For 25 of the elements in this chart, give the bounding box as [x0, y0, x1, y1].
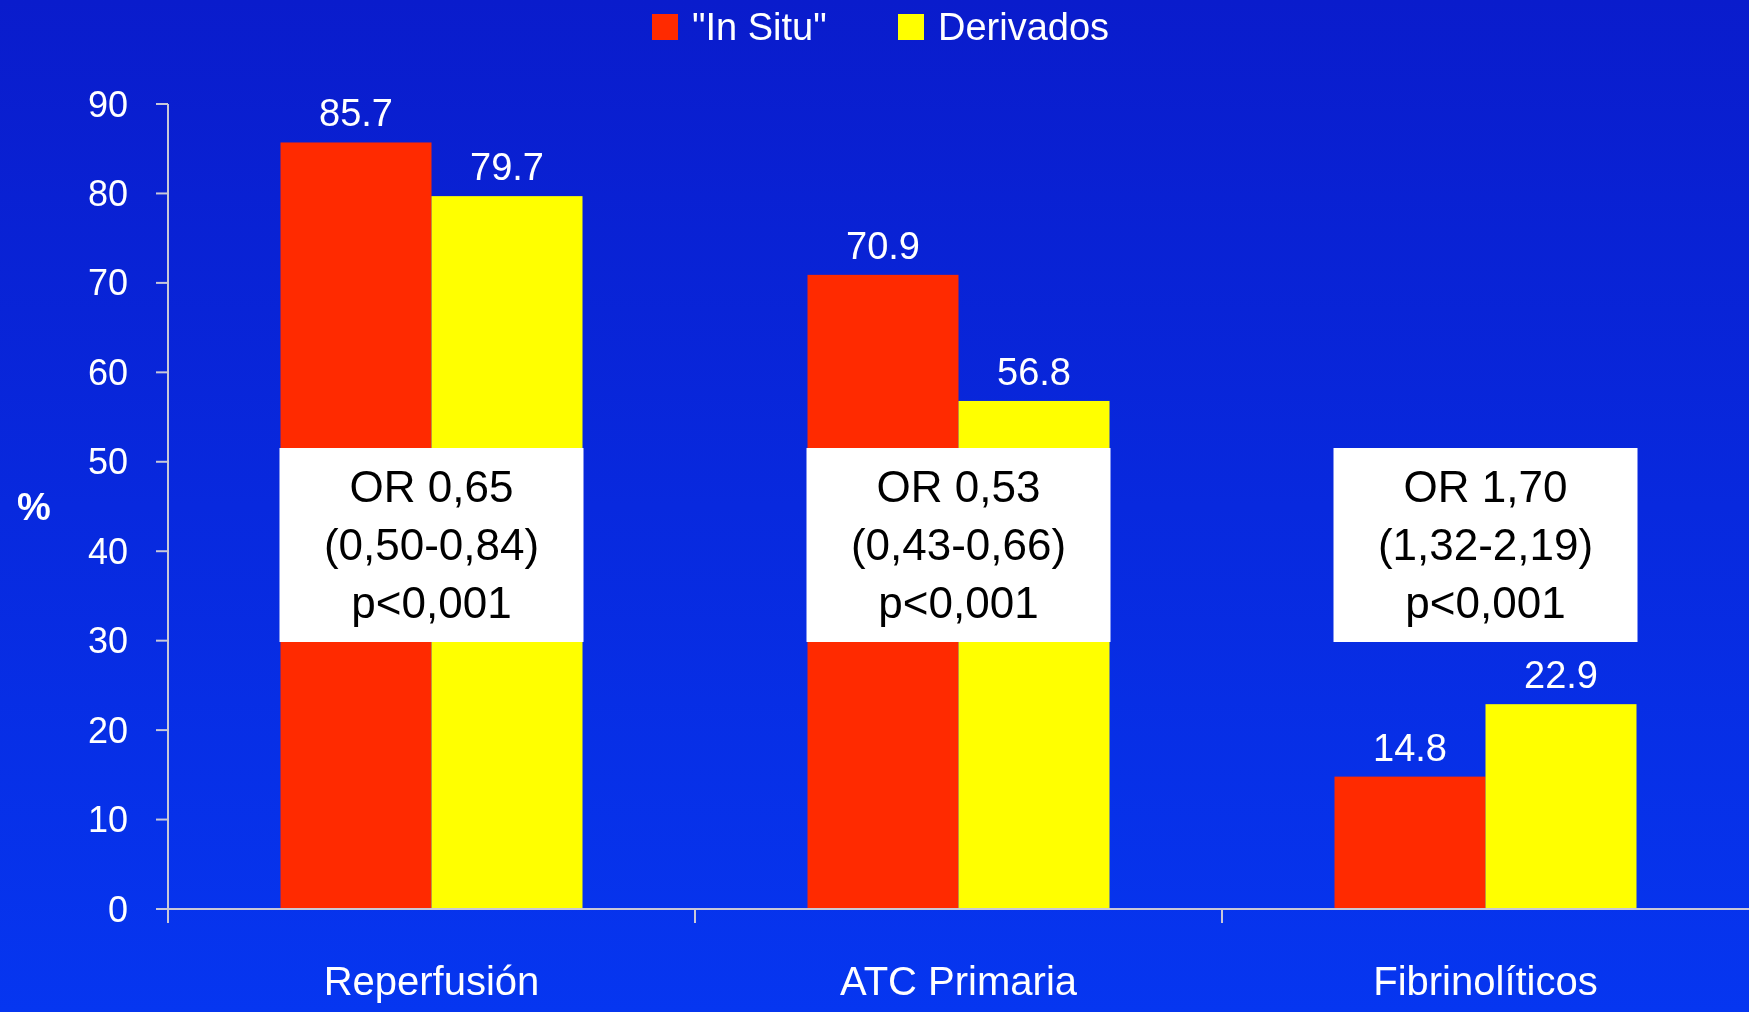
- x-tick-label: Reperfusión: [323, 959, 540, 1003]
- legend-label: Derivados: [938, 6, 1110, 49]
- y-tick-label: 20: [87, 709, 128, 751]
- x-tick-label: ATC Primaria: [839, 959, 1078, 1003]
- y-tick-label: 50: [87, 441, 128, 483]
- y-tick-label: 10: [87, 799, 128, 841]
- annotation: OR 0,53 (0,43-0,66) p<0,001: [850, 462, 1067, 628]
- y-tick-label: 30: [87, 620, 128, 662]
- x-tick-label: Fibrinolíticos: [1373, 959, 1598, 1003]
- data-label: 56.8: [997, 350, 1071, 393]
- legend-label: "In Situ": [692, 6, 827, 49]
- annotation: OR 1,70 (1,32-2,19) p<0,001: [1377, 462, 1594, 628]
- data-label: 22.9: [1524, 654, 1598, 697]
- y-tick-label: 80: [87, 173, 128, 215]
- data-label: 79.7: [470, 146, 544, 189]
- y-tick-label: 0: [107, 888, 128, 930]
- y-tick-label: 60: [87, 351, 128, 393]
- data-label: 70.9: [846, 224, 920, 267]
- y-axis-title: %: [17, 485, 51, 528]
- annotation: OR 0,65 (0,50-0,84) p<0,001: [323, 462, 540, 628]
- data-label: 14.8: [1373, 726, 1447, 769]
- y-tick-label: 90: [87, 83, 128, 125]
- data-label: 85.7: [319, 92, 393, 135]
- y-tick-label: 40: [87, 530, 128, 572]
- y-tick-label: 70: [87, 262, 128, 304]
